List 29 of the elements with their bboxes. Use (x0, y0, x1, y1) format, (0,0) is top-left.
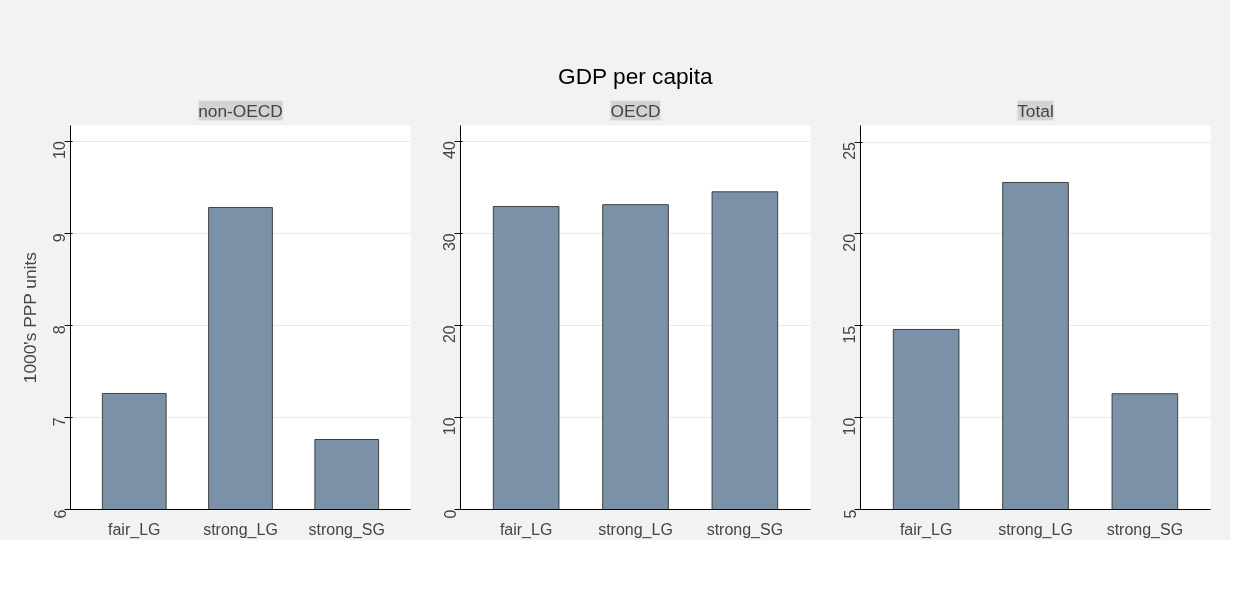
y-tick-label: 10 (841, 417, 859, 436)
y-tick-label: 25 (841, 141, 859, 160)
y-tick-label: 5 (841, 509, 859, 519)
x-tick-label: fair_LG (499, 520, 553, 539)
x-tick-label: strong_SG (1106, 520, 1184, 539)
chart-subtitle: non-OECD (198, 100, 283, 121)
y-tick-label: 0 (441, 509, 459, 519)
x-tick-label: strong_LG (203, 520, 278, 539)
x-tick-label: strong_SG (308, 520, 385, 539)
x-tick-label: strong_LG (998, 520, 1073, 539)
chart-subtitle: Total (1017, 100, 1054, 121)
x-tick-label: strong_SG (706, 520, 784, 539)
chart-subtitle: OECD (610, 100, 661, 121)
y-tick-label: 15 (841, 325, 859, 344)
y-tick-label: 10 (51, 141, 69, 159)
x-tick-label: strong_LG (598, 520, 673, 539)
x-tick-label: fair_LG (108, 520, 161, 539)
x-tick-label: fair_LG (899, 520, 953, 539)
y-tick-label: 30 (441, 233, 459, 252)
y-tick-label: 40 (441, 141, 459, 159)
y-tick-label: 6 (51, 509, 69, 519)
chart-title: GDP per capita (558, 62, 713, 89)
y-tick-label: 8 (51, 325, 69, 335)
y-tick-label: 20 (441, 325, 459, 344)
y-tick-label: 20 (841, 233, 859, 252)
y-tick-label: 9 (51, 233, 69, 243)
y-tick-label: 7 (51, 417, 69, 427)
y-tick-label: 10 (441, 417, 459, 436)
y-axis-title: 1000's PPP units (19, 251, 40, 384)
